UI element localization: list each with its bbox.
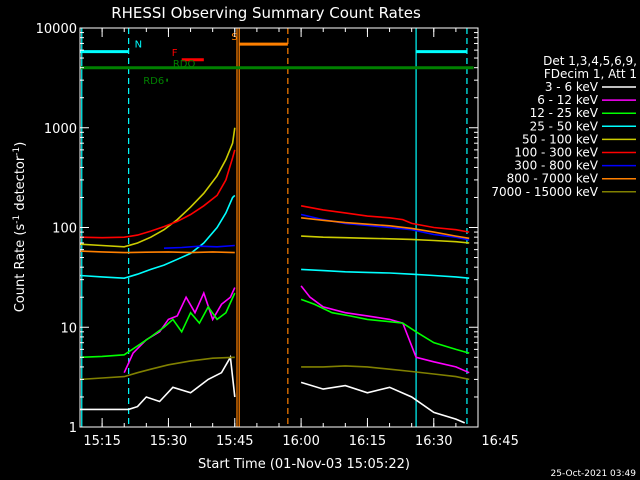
x-tick-label: 15:45 xyxy=(216,434,253,449)
legend-header: Det 1,3,4,5,6,9, xyxy=(543,54,637,68)
legend-header: FDecim 1, Att 1 xyxy=(544,67,637,81)
flag-label: F xyxy=(172,48,178,59)
flag-label: RDO xyxy=(173,59,196,70)
x-tick-label: 15:30 xyxy=(150,434,187,449)
legend-label: 3 - 6 keV xyxy=(545,80,599,94)
series-line xyxy=(300,381,466,424)
series-line xyxy=(79,356,235,381)
y-tick-label: 1 xyxy=(69,421,77,436)
y-tick-label: 1000 xyxy=(44,122,77,137)
series-line xyxy=(301,217,470,240)
legend-label: 6 - 12 keV xyxy=(537,93,599,107)
x-tick-label: 16:00 xyxy=(282,434,319,449)
series-line xyxy=(301,235,470,244)
series-line xyxy=(301,365,470,381)
x-axis-label: Start Time (01-Nov-03 15:05:22) xyxy=(198,457,410,472)
series-line xyxy=(79,194,236,280)
series-line xyxy=(300,205,470,233)
x-tick-label: 16:30 xyxy=(415,434,452,449)
flag-label: RD6 xyxy=(143,76,164,87)
series-line xyxy=(79,292,236,359)
legend-label: 800 - 7000 keV xyxy=(507,172,599,186)
series-line xyxy=(79,127,236,248)
legend-label: 300 - 800 keV xyxy=(514,159,598,173)
y-tick-label: 100 xyxy=(52,222,77,237)
series-line xyxy=(79,250,235,254)
y-tick-label: 10000 xyxy=(36,22,77,37)
x-tick-label: 15:15 xyxy=(83,434,120,449)
legend: Det 1,3,4,5,6,9,FDecim 1, Att 13 - 6 keV… xyxy=(491,54,637,199)
axes: 1 10 100 1000 10000 15:15 15:30 15:45 16:00 16:15… xyxy=(36,22,519,449)
legend-label: 25 - 50 keV xyxy=(530,119,599,133)
y-axis-label: Count Rate (s-1 detector-1) xyxy=(12,142,28,313)
x-tick-label: 16:15 xyxy=(349,434,386,449)
legend-label: 7000 - 15000 keV xyxy=(491,185,598,199)
legend-label: 50 - 100 keV xyxy=(522,132,599,146)
series-line xyxy=(163,244,235,249)
legend-label: 12 - 25 keV xyxy=(530,106,599,120)
footer-date: 25-Oct-2021 03:49 xyxy=(551,469,637,479)
flag-label: N xyxy=(135,40,142,51)
y-tick-label: 10 xyxy=(60,321,77,336)
x-tick-label: 16:45 xyxy=(481,434,518,449)
series-line xyxy=(300,298,470,354)
chart-title: RHESSI Observing Summary Count Rates xyxy=(111,4,421,22)
series-line xyxy=(301,268,470,279)
flag-label: S xyxy=(231,32,237,43)
series-line xyxy=(80,354,236,411)
series-line xyxy=(300,285,470,374)
series-line xyxy=(79,149,236,239)
legend-label: 100 - 300 keV xyxy=(514,146,598,160)
